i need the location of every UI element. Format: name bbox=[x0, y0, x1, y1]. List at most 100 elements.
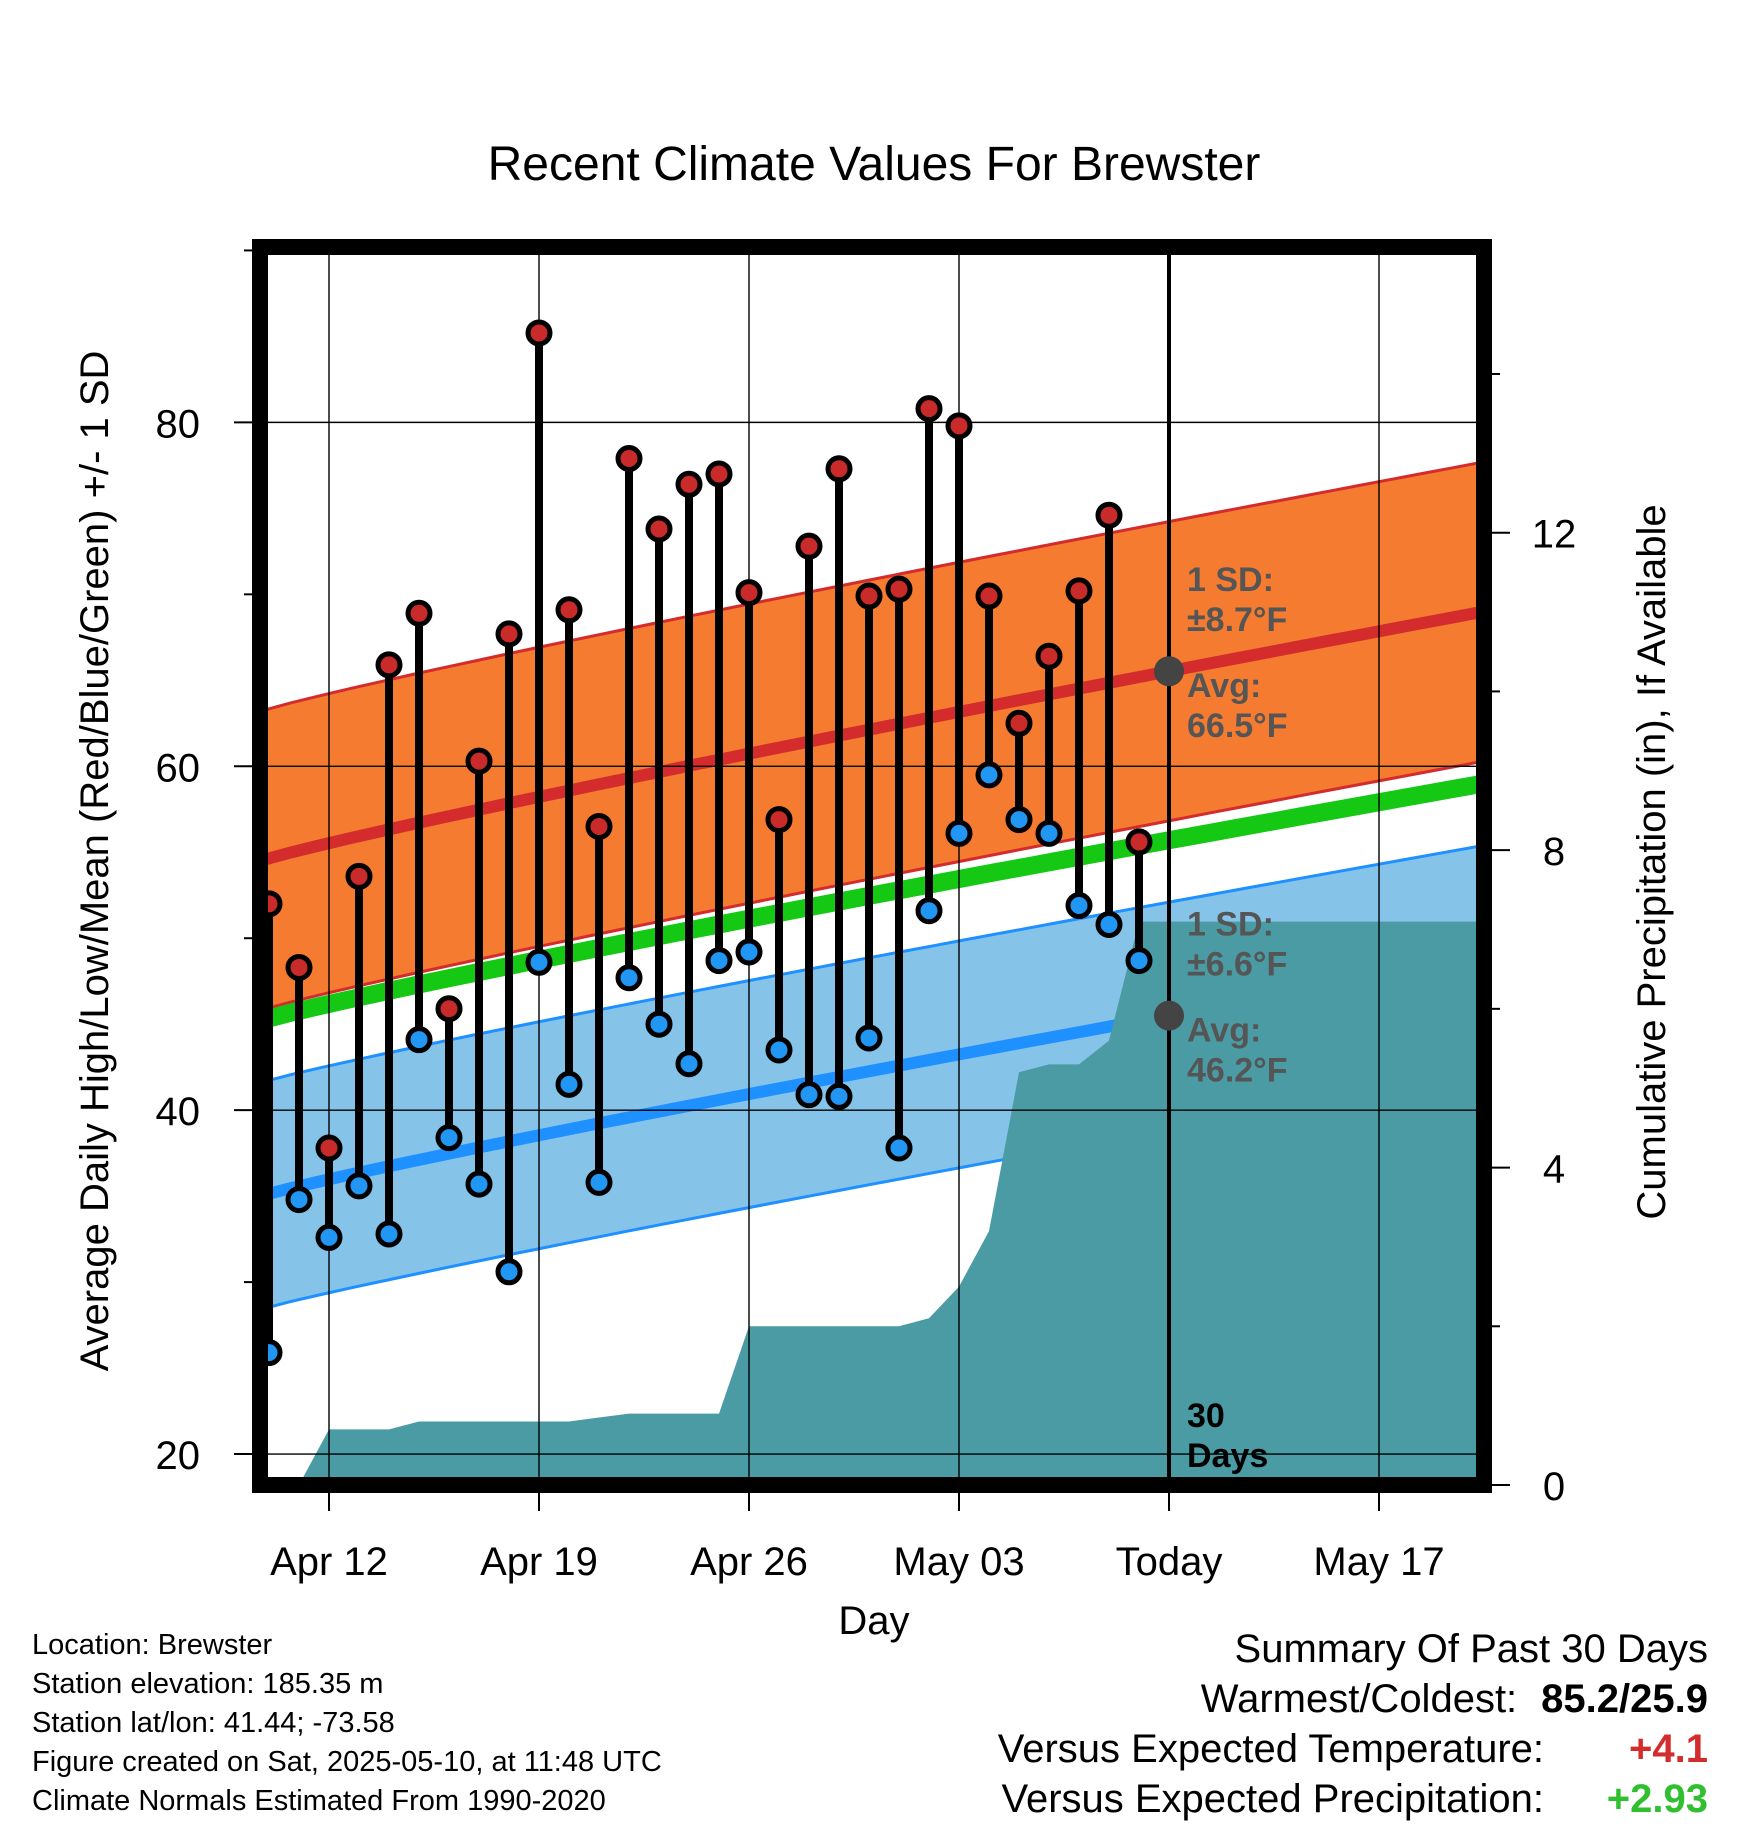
daily-low-marker bbox=[885, 1134, 913, 1162]
y-tick-label-right: 4 bbox=[1543, 1148, 1565, 1192]
low-avg-label: Avg: bbox=[1187, 1012, 1261, 1050]
daily-high-marker bbox=[315, 1134, 343, 1162]
daily-high-marker bbox=[705, 460, 733, 488]
high-sd-value: ±8.7°F bbox=[1187, 601, 1287, 639]
daily-high-marker bbox=[735, 579, 763, 607]
daily-high-marker bbox=[915, 395, 943, 423]
precip-departure-value: +2.93 bbox=[1606, 1777, 1708, 1821]
daily-low-marker bbox=[915, 897, 943, 925]
daily-low-marker bbox=[465, 1170, 493, 1198]
x-tick-label: May 17 bbox=[1313, 1540, 1444, 1584]
daily-low-marker bbox=[825, 1082, 853, 1110]
daily-low-marker bbox=[1005, 806, 1033, 834]
daily-low-marker bbox=[645, 1010, 673, 1038]
daily-low-marker bbox=[405, 1026, 433, 1054]
daily-low-marker bbox=[945, 819, 973, 847]
elevation-text: Station elevation: 185.35 m bbox=[32, 1668, 384, 1700]
daily-high-marker bbox=[1005, 709, 1033, 737]
daily-high-marker bbox=[945, 412, 973, 440]
high-avg-value: 66.5°F bbox=[1187, 707, 1288, 745]
daily-high-marker bbox=[615, 444, 643, 472]
daily-low-marker bbox=[495, 1258, 523, 1286]
daily-low-marker bbox=[705, 947, 733, 975]
daily-high-marker bbox=[555, 596, 583, 624]
y-tick-label-left: 20 bbox=[156, 1434, 201, 1478]
precip-departure-label: Versus Expected Precipitation: bbox=[1001, 1777, 1544, 1821]
y-tick-label-left: 40 bbox=[156, 1090, 201, 1134]
station-info: Location: Brewster Station elevation: 18… bbox=[32, 1626, 662, 1821]
x-axis-label: Day bbox=[838, 1599, 909, 1643]
chart-title: Recent Climate Values For Brewster bbox=[488, 138, 1261, 191]
y-tick-label-right: 8 bbox=[1543, 830, 1565, 874]
low-avg-value: 46.2°F bbox=[1187, 1052, 1288, 1090]
low-sd-label: 1 SD: bbox=[1187, 906, 1274, 944]
daily-low-marker bbox=[1095, 910, 1123, 938]
daily-low-marker bbox=[855, 1024, 883, 1052]
daily-high-marker bbox=[975, 582, 1003, 610]
summary-temp: Versus Expected Temperature: +4.1 bbox=[998, 1724, 1708, 1774]
daily-high-marker bbox=[1035, 642, 1063, 670]
daily-high-marker bbox=[585, 812, 613, 840]
daily-low-marker bbox=[1065, 892, 1093, 920]
daily-high-marker bbox=[405, 599, 433, 627]
created-text: Figure created on Sat, 2025-05-10, at 11… bbox=[32, 1746, 662, 1778]
today-high-normal-marker bbox=[1154, 656, 1184, 687]
daily-low-marker bbox=[345, 1172, 373, 1200]
daily-low-marker bbox=[315, 1223, 343, 1251]
high-avg-label: Avg: bbox=[1187, 667, 1261, 705]
daily-high-marker bbox=[795, 532, 823, 560]
daily-low-marker bbox=[285, 1186, 313, 1214]
summary-precip: Versus Expected Precipitation: +2.93 bbox=[998, 1774, 1708, 1824]
x-tick-label: Today bbox=[1116, 1540, 1223, 1584]
axes: 20 40 60 80 0 4 8 12 Apr 12 Apr 19 Apr 26 May 03 Tod… bbox=[156, 239, 1577, 1584]
daily-high-marker bbox=[765, 806, 793, 834]
location-text: Location: Brewster bbox=[32, 1629, 273, 1661]
y-axis-label-left: Average Daily High/Low/Mean (Red/Blue/Gr… bbox=[73, 351, 117, 1372]
daily-high-marker bbox=[285, 953, 313, 981]
daily-high-marker bbox=[645, 515, 673, 543]
daily-high-marker bbox=[525, 319, 553, 347]
precip-area bbox=[260, 921, 1484, 1485]
window-unit-label: Days bbox=[1187, 1437, 1268, 1475]
warm-cold-value: 85.2/25.9 bbox=[1541, 1677, 1708, 1721]
window-count-label: 30 bbox=[1187, 1397, 1225, 1435]
daily-low-marker bbox=[375, 1220, 403, 1248]
daily-low-marker bbox=[1035, 819, 1063, 847]
y-tick-label-left: 60 bbox=[156, 746, 201, 790]
y-tick-label-right: 0 bbox=[1543, 1465, 1565, 1509]
x-tick-label: May 03 bbox=[893, 1540, 1024, 1584]
temp-departure-value: +4.1 bbox=[1629, 1727, 1708, 1771]
y-tick-label-right: 12 bbox=[1532, 513, 1577, 557]
x-tick-label: Apr 26 bbox=[690, 1540, 808, 1584]
y-tick-label-left: 80 bbox=[156, 402, 201, 446]
daily-low-marker bbox=[675, 1050, 703, 1078]
x-tick-label: Apr 19 bbox=[480, 1540, 598, 1584]
daily-high-marker bbox=[465, 747, 493, 775]
summary-warm-cold: Warmest/Coldest: 85.2/25.9 bbox=[998, 1674, 1708, 1724]
daily-high-marker bbox=[345, 862, 373, 890]
daily-high-marker bbox=[495, 620, 523, 648]
plot-frame bbox=[252, 239, 1492, 1493]
high-sd-label: 1 SD: bbox=[1187, 561, 1274, 599]
daily-high-marker bbox=[855, 582, 883, 610]
daily-low-marker bbox=[615, 964, 643, 992]
daily-low-marker bbox=[1125, 947, 1153, 975]
daily-low-marker bbox=[525, 948, 553, 976]
x-tick-label: Apr 12 bbox=[270, 1540, 388, 1584]
latlon-text: Station lat/lon: 41.44; -73.58 bbox=[32, 1707, 395, 1739]
daily-low-marker bbox=[435, 1124, 463, 1152]
daily-low-marker bbox=[975, 761, 1003, 789]
warm-cold-label: Warmest/Coldest: bbox=[1200, 1677, 1518, 1721]
daily-low-marker bbox=[765, 1036, 793, 1064]
daily-low-marker bbox=[555, 1070, 583, 1098]
daily-low-marker bbox=[585, 1168, 613, 1196]
y-axis-label-right: Cumulative Precipitation (in), If Availa… bbox=[1630, 504, 1674, 1219]
daily-high-marker bbox=[375, 651, 403, 679]
daily-low-marker bbox=[735, 938, 763, 966]
daily-high-marker bbox=[435, 995, 463, 1023]
daily-high-marker bbox=[885, 575, 913, 603]
daily-high-marker bbox=[675, 470, 703, 498]
normals-text: Climate Normals Estimated From 1990-2020 bbox=[32, 1785, 606, 1817]
